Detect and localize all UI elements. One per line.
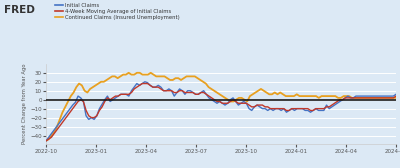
Legend: Initial Claims, 4-Week Moving Average of Initial Claims, Continued Claims (Insur: Initial Claims, 4-Week Moving Average of… (55, 3, 180, 20)
Text: FRED: FRED (4, 5, 35, 15)
Y-axis label: Percent Change from Year Ago: Percent Change from Year Ago (22, 64, 28, 144)
